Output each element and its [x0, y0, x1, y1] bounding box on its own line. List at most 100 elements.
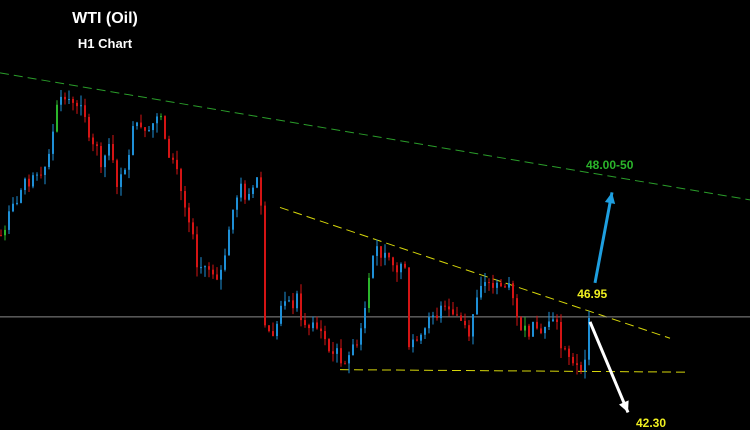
candle-body [320, 328, 322, 332]
candle-body [256, 177, 258, 188]
candle-body [496, 282, 498, 288]
candle-body [488, 282, 490, 284]
candle-body [176, 159, 178, 170]
candle-body [64, 96, 66, 100]
candle-body [544, 326, 546, 334]
candle-body [336, 348, 338, 354]
chart-title: WTI (Oil) [72, 10, 138, 27]
candle-body [456, 314, 458, 316]
candle-body [484, 282, 486, 286]
candle-body [196, 234, 198, 268]
candle-body [356, 344, 358, 346]
candle-body [556, 319, 558, 322]
candle-body [32, 175, 34, 187]
candle-body [404, 263, 406, 268]
candle-body [520, 317, 522, 331]
candle-body [308, 325, 310, 329]
candle-body [576, 363, 578, 365]
candle-body [144, 127, 146, 131]
candle-body [348, 355, 350, 364]
candle-body [492, 282, 494, 288]
candle-body [552, 319, 554, 322]
candle-body [108, 144, 110, 156]
candle-body [464, 320, 466, 326]
candle-body [328, 339, 330, 352]
bullish-arrow-head [604, 192, 616, 204]
candle-body [84, 105, 86, 117]
candle-body [428, 317, 430, 329]
candle-body [184, 191, 186, 208]
candle-body [500, 282, 502, 287]
candle-body [20, 190, 22, 203]
candle-body [408, 267, 410, 348]
candle-body [148, 130, 150, 132]
candle-body [276, 323, 278, 337]
candle-body [36, 174, 38, 176]
candle-body [0, 235, 2, 237]
candle-body [372, 255, 374, 278]
candle-body [536, 321, 538, 329]
candle-body [564, 348, 566, 350]
candle-body [388, 252, 390, 258]
candle-body [212, 269, 214, 275]
candle-body [260, 177, 262, 206]
candle-body [588, 318, 590, 360]
candle-body [288, 300, 290, 302]
candle-body [172, 157, 174, 160]
candle-body [540, 328, 542, 334]
candle-body [124, 169, 126, 175]
candle-body [340, 348, 342, 364]
candle-body [280, 305, 282, 324]
candle-body [508, 283, 510, 288]
candle-body [304, 320, 306, 326]
resistance-line [0, 72, 750, 201]
candle-body [384, 252, 386, 258]
candle-body [476, 297, 478, 315]
candle-body [444, 305, 446, 307]
bearish-arrow-head [619, 400, 629, 413]
candle-body [560, 321, 562, 349]
candle-body [48, 153, 50, 167]
candle-body [440, 305, 442, 319]
candle-body [452, 309, 454, 315]
candle-body [392, 257, 394, 266]
candle-body [104, 155, 106, 168]
candle-body [432, 315, 434, 318]
candle-body [200, 267, 202, 269]
candle-body [324, 331, 326, 340]
candle-body [220, 269, 222, 280]
candle-body [188, 207, 190, 223]
candle-body [424, 328, 426, 335]
candle-body [96, 144, 98, 147]
candle-body [376, 246, 378, 256]
candle-body [44, 166, 46, 175]
candle-body [284, 301, 286, 306]
candle-body [272, 331, 274, 337]
candle-body [152, 123, 154, 131]
candle-body [128, 154, 130, 170]
candle-body [92, 137, 94, 145]
candle-body [416, 339, 418, 341]
candle-body [168, 138, 170, 158]
candle-body [88, 116, 90, 138]
candle-body [140, 122, 142, 128]
candle-body [352, 344, 354, 356]
candle-body [300, 293, 302, 321]
candle-body [228, 229, 230, 256]
candle-body [68, 98, 70, 100]
candle-body [568, 348, 570, 357]
candle-body [252, 187, 254, 194]
candle-body [548, 321, 550, 327]
candle-body [232, 209, 234, 230]
candle-body [420, 334, 422, 341]
candle-body [504, 286, 506, 288]
bullish-arrow [593, 192, 614, 284]
candle-body [468, 325, 470, 337]
candle-body [60, 96, 62, 105]
candle-body [296, 293, 298, 309]
bearish-arrow [588, 321, 630, 413]
candle-body [120, 174, 122, 187]
candle-body [396, 265, 398, 273]
